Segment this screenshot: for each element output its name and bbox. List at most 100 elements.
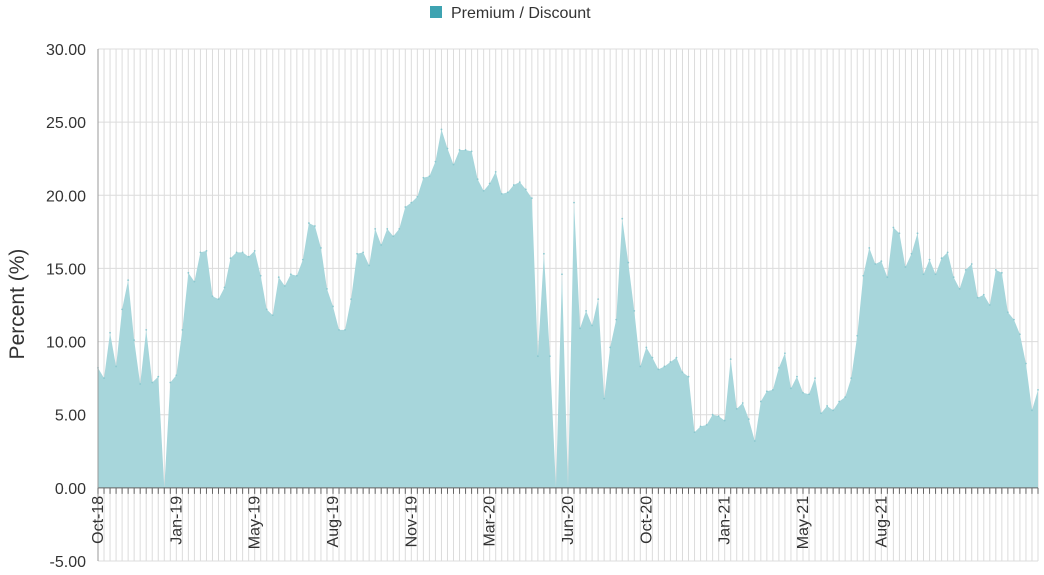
data-point — [910, 252, 913, 255]
data-point — [669, 361, 672, 363]
data-point — [543, 252, 545, 255]
data-point — [386, 228, 389, 230]
data-point — [934, 273, 937, 276]
data-point — [687, 375, 690, 378]
data-point — [735, 407, 738, 410]
data-point — [946, 251, 949, 254]
axes: -5.00 0.00 5.00 10.00 15.00 20.00 25.00 30.00 Oc… — [46, 42, 1039, 571]
data-point — [1031, 409, 1033, 412]
y-tick-label: -5.00 — [50, 554, 87, 570]
data-point — [211, 295, 214, 298]
data-point — [283, 285, 286, 287]
data-point — [151, 381, 154, 384]
data-point — [573, 201, 575, 204]
data-point — [784, 352, 786, 355]
y-tick-label: 25.00 — [46, 115, 86, 132]
data-point — [856, 334, 859, 337]
data-point — [259, 274, 262, 277]
data-point — [964, 268, 967, 271]
y-tick-label: 20.00 — [46, 188, 86, 205]
data-point — [530, 197, 533, 200]
plot-area — [97, 128, 1039, 489]
data-point — [175, 374, 178, 377]
data-point — [139, 383, 142, 385]
data-point — [512, 184, 515, 186]
x-tick-label: May-19 — [247, 496, 264, 549]
data-point — [199, 251, 202, 254]
data-point — [344, 328, 346, 331]
data-point — [904, 266, 907, 268]
data-point — [693, 431, 696, 434]
data-point — [109, 331, 111, 334]
data-point — [591, 324, 593, 327]
data-point — [320, 247, 322, 249]
data-point — [958, 288, 961, 290]
data-point — [1006, 311, 1009, 314]
data-point — [247, 255, 250, 258]
data-point — [922, 273, 925, 276]
data-point — [464, 149, 467, 151]
x-tick-label: Jun-20 — [560, 496, 577, 545]
data-point — [1000, 271, 1003, 274]
x-tick-label: Jan-19 — [168, 496, 185, 545]
data-point — [1013, 318, 1015, 321]
data-point — [615, 318, 618, 321]
data-point — [663, 365, 666, 368]
data-point — [350, 298, 352, 301]
data-point — [271, 314, 274, 317]
data-point — [928, 258, 931, 261]
data-point — [759, 400, 762, 403]
data-point — [711, 413, 714, 416]
data-point — [518, 181, 521, 184]
legend[interactable]: Premium / Discount — [430, 5, 591, 22]
data-point — [675, 356, 678, 359]
x-tick-label: Nov-19 — [403, 496, 420, 548]
data-point — [621, 217, 624, 220]
data-point — [820, 412, 822, 415]
data-point — [808, 393, 810, 396]
data-point — [844, 396, 847, 399]
data-point — [868, 247, 871, 249]
data-point — [892, 226, 895, 229]
data-point — [771, 388, 774, 391]
data-point — [657, 368, 660, 371]
data-point — [886, 276, 889, 279]
data-point — [308, 222, 310, 224]
legend-swatch-premium-discount[interactable] — [430, 6, 442, 18]
data-point — [410, 201, 413, 204]
data-point — [603, 397, 606, 400]
data-point — [434, 160, 437, 163]
data-point — [145, 328, 148, 331]
x-tick-label: May-21 — [795, 496, 812, 549]
data-point — [826, 405, 828, 407]
area-series-premium-discount — [98, 129, 1038, 488]
data-point — [645, 346, 648, 349]
data-point — [796, 375, 798, 378]
y-tick-label: 15.00 — [46, 261, 86, 278]
data-point — [277, 276, 280, 279]
x-tick-label: Aug-21 — [873, 496, 890, 548]
x-tick-label: Oct-18 — [90, 496, 107, 544]
data-point — [536, 355, 539, 358]
data-point — [121, 308, 123, 311]
data-point — [874, 263, 877, 265]
data-point — [476, 178, 479, 181]
data-point — [404, 206, 407, 208]
data-point — [356, 252, 358, 255]
legend-label-premium-discount[interactable]: Premium / Discount — [451, 5, 591, 22]
data-point — [814, 377, 816, 380]
data-point — [133, 339, 136, 342]
data-point — [898, 232, 901, 235]
data-point — [699, 425, 702, 428]
data-point — [778, 367, 780, 369]
y-tick-label: 5.00 — [55, 408, 86, 425]
data-point — [524, 188, 527, 191]
y-tick-label: 30.00 — [46, 42, 86, 59]
data-point — [1037, 388, 1039, 391]
data-point — [392, 235, 395, 238]
data-point — [235, 251, 238, 254]
data-point — [633, 309, 636, 312]
data-point — [747, 418, 750, 420]
data-point — [723, 419, 726, 422]
